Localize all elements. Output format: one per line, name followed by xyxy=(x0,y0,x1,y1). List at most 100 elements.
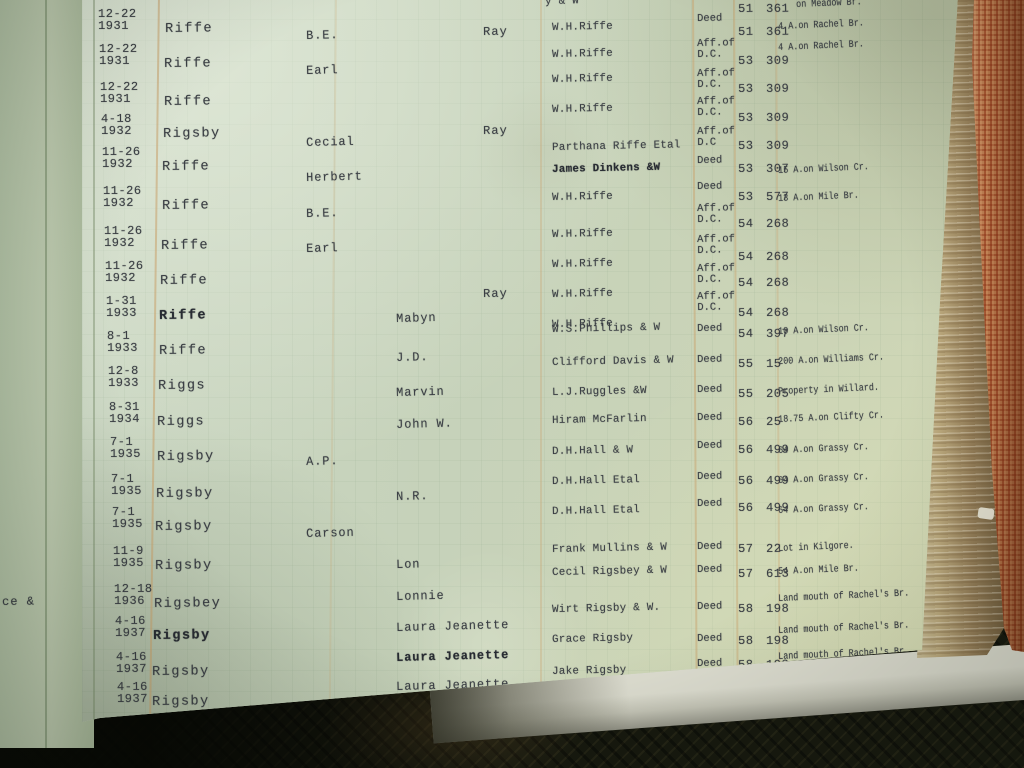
entry-grantee: L.J.Ruggles &W xyxy=(552,385,647,399)
entry-grantee: Hiram McFarlin xyxy=(552,413,647,427)
entry-description: Land mouth of Rachel's Br. xyxy=(778,588,910,605)
entry-description: 4 A.on Rachel Br. xyxy=(778,39,865,54)
entry-date: 4-16 1937 xyxy=(115,649,147,676)
entry-given-name: Earl xyxy=(306,241,339,256)
entry-date: 12-22 1931 xyxy=(98,41,138,68)
entry-given-name: Cecial xyxy=(306,134,355,150)
partial-grantee-fragment: y & W xyxy=(545,0,580,8)
entry-page: 309 xyxy=(766,81,790,96)
entry-description: 200 A.on Williams Cr. xyxy=(778,352,885,368)
entry-given-name: Mabyn xyxy=(396,310,437,326)
entry-book: 53 xyxy=(738,161,754,176)
entry-date: 12-18 1936 xyxy=(113,581,153,608)
entry-book: 54 xyxy=(738,305,754,320)
entry-book: 53 xyxy=(738,189,754,204)
entry-book: 56 xyxy=(738,500,754,515)
entry-page: 309 xyxy=(766,53,790,68)
entry-description: Land mouth of Rachel's Br. xyxy=(778,620,910,637)
entry-date: 11-26 1932 xyxy=(103,223,143,250)
entry-date: 8-1 1933 xyxy=(106,328,138,355)
entry-book: 53 xyxy=(738,53,754,68)
entry-surname: Rigsby xyxy=(155,519,214,535)
entry-description: 15 A.on Wilson Cr. xyxy=(778,162,870,177)
entry-date: 12-22 1931 xyxy=(97,6,137,33)
entry-book: 56 xyxy=(738,442,754,457)
entry-date: 7-1 1935 xyxy=(110,471,142,498)
entry-grantee: W.H.Riffe xyxy=(552,287,614,301)
entry-date: 12-22 1931 xyxy=(99,79,139,106)
column-rule-date xyxy=(148,0,160,722)
entry-description: 54 A.on Mile Br. xyxy=(778,563,860,578)
left-page-text-fragment: ce & xyxy=(2,594,36,609)
entry-given-name: Lon xyxy=(396,557,421,572)
entry-book: 54 xyxy=(738,275,754,290)
partial-page: 361 xyxy=(766,1,790,16)
entry-grantee: W.H.Riffe xyxy=(552,47,614,61)
entry-page: 309 xyxy=(766,138,790,153)
entry-surname: Rigsby xyxy=(156,449,215,465)
entry-date: 4-18 1932 xyxy=(100,111,132,138)
entry-surname: Riffe xyxy=(160,273,209,289)
entry-surname: Rigsby xyxy=(151,694,210,710)
page-crease xyxy=(45,0,47,748)
entry-surname: Riffe xyxy=(160,238,210,254)
entry-description: 13 A.on Mile Br. xyxy=(778,190,860,205)
entry-given-name: John W. xyxy=(396,416,453,432)
entry-instrument: Deed xyxy=(696,12,723,25)
entry-grantee: Wirt Rigsby & W. xyxy=(552,601,661,616)
entry-date: 11-9 1935 xyxy=(112,543,144,570)
paper-chip xyxy=(977,506,995,521)
left-under-page: ce & xyxy=(0,0,94,748)
entry-surname: Rigsby xyxy=(153,628,211,644)
partial-description-fragment: on Meadow Br. xyxy=(796,0,862,11)
entry-page: 309 xyxy=(766,110,790,125)
ledger-page: 12 y & W 51 361 on Meadow Br. 12-22 1931… xyxy=(82,0,958,722)
entry-book: 54 xyxy=(738,326,754,341)
entry-grantee: W.H.Riffe xyxy=(552,227,614,241)
entry-surname: Riffe xyxy=(158,343,207,359)
entry-page: 268 xyxy=(766,249,790,264)
entry-date: 4-16 1937 xyxy=(114,613,146,640)
entry-description: 64 A.on Grassy Cr. xyxy=(778,472,870,487)
entry-grantee: W.H.Riffe xyxy=(552,72,614,86)
entry-grantee: W.H.Riffe xyxy=(552,257,614,271)
entry-page: 268 xyxy=(766,216,790,231)
column-rule-given xyxy=(328,0,337,722)
entry-ray-name: Ray xyxy=(483,123,508,138)
entry-grantee: D.H.Hall Etal xyxy=(552,474,641,488)
entry-description: 64 A.on Grassy Cr. xyxy=(778,502,870,517)
entry-page: 268 xyxy=(766,305,790,320)
entry-book: 54 xyxy=(738,249,754,264)
entry-surname: Riggs xyxy=(157,414,206,430)
entry-book: 56 xyxy=(738,473,754,488)
entry-grantee: James Dinkens &W xyxy=(552,161,661,176)
entry-book: 58 xyxy=(738,601,754,616)
entry-date: 7-1 1935 xyxy=(109,434,141,461)
entry-grantee: W.H.Riffe xyxy=(552,190,614,204)
entry-given-name: Lonnie xyxy=(396,588,445,604)
entry-date: 12-8 1933 xyxy=(107,363,139,390)
entry-description: 64 A.on Grassy Cr. xyxy=(778,442,870,457)
entry-page: 268 xyxy=(766,275,790,290)
entry-book: 53 xyxy=(738,110,754,125)
entry-grantee: D.H.Hall Etal xyxy=(552,504,641,518)
entry-surname: Rigsby xyxy=(154,558,213,574)
entry-grantee: Frank Mullins & W xyxy=(552,541,668,556)
entry-given-name: Herbert xyxy=(306,169,363,185)
entry-book: 55 xyxy=(738,356,754,371)
entry-surname: Rigsbey xyxy=(153,596,222,612)
entry-given-name: J.D. xyxy=(396,350,429,365)
entry-book: 53 xyxy=(738,138,754,153)
entry-book: 51 xyxy=(738,24,754,39)
entry-book: 56 xyxy=(738,414,754,429)
entry-grantee: Grace Rigsby xyxy=(552,632,634,646)
entry-surname: Riffe xyxy=(165,21,214,37)
entry-description: Property in Willard. xyxy=(778,382,880,398)
entry-date: 4-16 1937 xyxy=(116,679,148,706)
entry-surname: Rigsby xyxy=(152,664,211,680)
entry-surname: Riffe xyxy=(162,159,211,175)
entry-grantee: Clifford Davis & W xyxy=(552,354,674,369)
entry-ray-name: Ray xyxy=(483,24,508,39)
column-rule-page-edge xyxy=(93,0,95,722)
